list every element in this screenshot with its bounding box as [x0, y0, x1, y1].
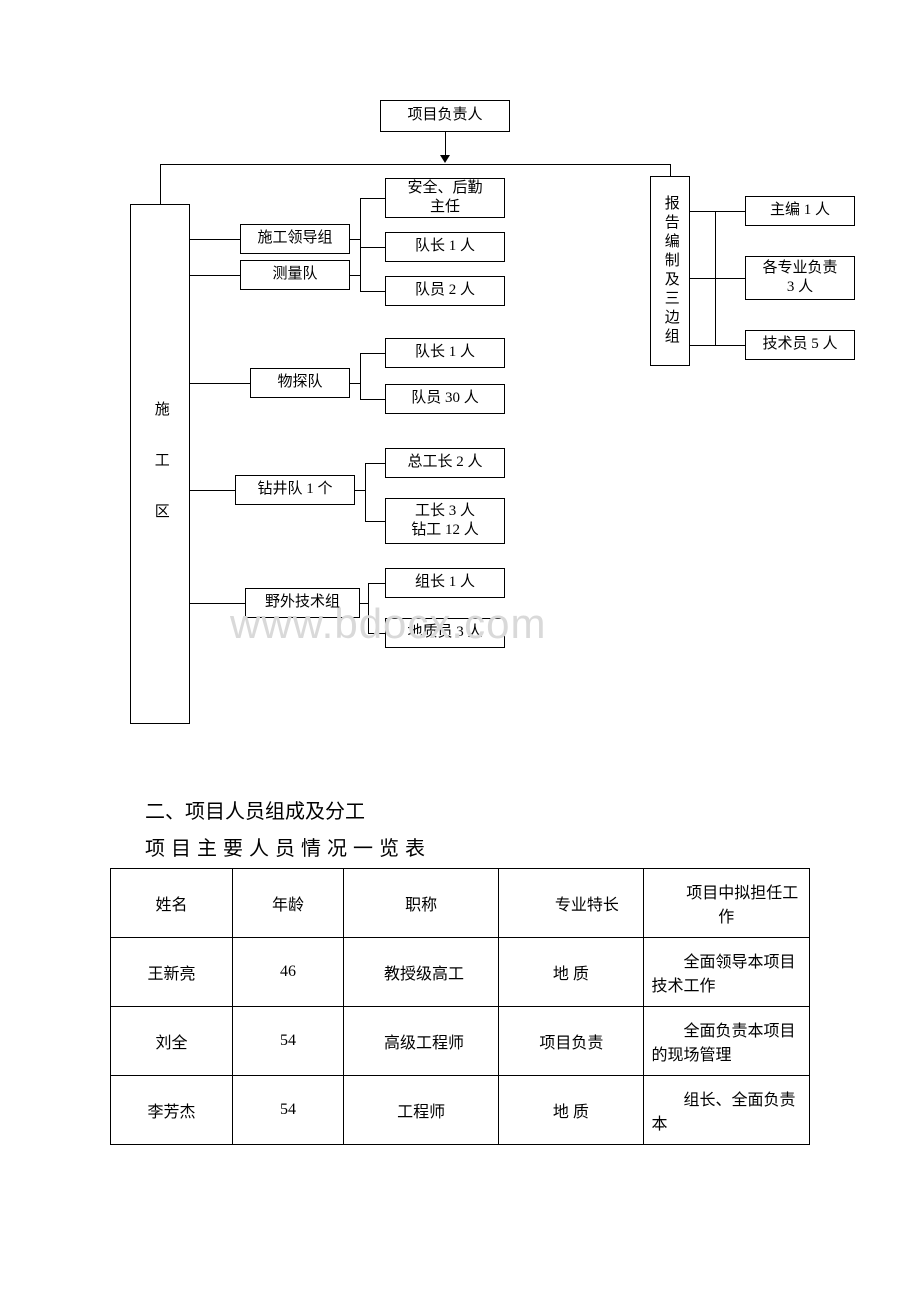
node-mem2: 队员 2 人 [385, 276, 505, 306]
edge [360, 353, 361, 399]
node-construction-area: 施 工 区 [130, 204, 190, 724]
cell-spec: 项目负责 [499, 1007, 643, 1076]
col-name: 姓名 [111, 869, 233, 938]
edge [190, 603, 245, 604]
edge [360, 291, 385, 292]
cell-role: 组长、全面负责本 [643, 1076, 809, 1145]
cell-spec: 地 质 [499, 1076, 643, 1145]
edge [690, 211, 745, 212]
org-chart: 项目负责人 施 工 区 施工领导组 测量队 物探队 钻井队 1 个 野外技术组 … [120, 100, 860, 750]
node-survey-team: 测量队 [240, 260, 350, 290]
edge [360, 353, 385, 354]
cell-role: 全面领导本项目技术工作 [643, 938, 809, 1007]
col-role: 项目中拟担任工作 [643, 869, 809, 938]
edge [160, 164, 161, 204]
personnel-table: 姓名 年龄 职称 专业特长 项目中拟担任工作 王新亮 46 教授级高工 地 质 … [110, 868, 810, 1145]
edge [690, 345, 745, 346]
heading-section-2: 二、项目人员组成及分工 [145, 795, 365, 824]
edge [360, 198, 361, 291]
edge [190, 383, 250, 384]
edge [190, 275, 240, 276]
node-tech: 技术员 5 人 [745, 330, 855, 360]
node-mem30: 队员 30 人 [385, 384, 505, 414]
node-editor: 主编 1 人 [745, 196, 855, 226]
table-row: 李芳杰 54 工程师 地 质 组长、全面负责本 [111, 1076, 810, 1145]
node-report-group: 报告编制及三边组 [650, 176, 690, 366]
edge [670, 164, 671, 176]
edge [360, 198, 385, 199]
edge [368, 633, 385, 634]
edge [190, 490, 235, 491]
table-header-row: 姓名 年龄 职称 专业特长 项目中拟担任工作 [111, 869, 810, 938]
node-cap1: 队长 1 人 [385, 232, 505, 262]
edge [365, 463, 385, 464]
edge [360, 603, 368, 604]
edge [350, 239, 360, 240]
label-construction-area: 施 工 区 [150, 401, 170, 528]
node-cap1b: 队长 1 人 [385, 338, 505, 368]
cell-age: 54 [233, 1076, 344, 1145]
node-root: 项目负责人 [380, 100, 510, 132]
cell-age: 46 [233, 938, 344, 1007]
edge [360, 399, 385, 400]
node-safety: 安全、后勤 主任 [385, 178, 505, 218]
node-geo3: 地质员 3 人 [385, 618, 505, 648]
edge [355, 490, 365, 491]
edge [360, 247, 385, 248]
node-drill: 工长 3 人 钻工 12 人 [385, 498, 505, 544]
arrow-icon [440, 155, 450, 163]
cell-title: 教授级高工 [343, 938, 498, 1007]
edge [160, 164, 670, 165]
col-age: 年龄 [233, 869, 344, 938]
heading-table-caption: 项目主要人员情况一览表 [145, 832, 431, 861]
cell-age: 54 [233, 1007, 344, 1076]
edge [368, 583, 385, 584]
edge [365, 463, 366, 521]
col-title: 职称 [343, 869, 498, 938]
node-field-tech: 野外技术组 [245, 588, 360, 618]
col-spec: 专业特长 [499, 869, 643, 938]
node-grp1: 组长 1 人 [385, 568, 505, 598]
node-drill-team: 钻井队 1 个 [235, 475, 355, 505]
edge [350, 383, 360, 384]
edge [715, 211, 716, 345]
node-geo-team: 物探队 [250, 368, 350, 398]
cell-name: 刘全 [111, 1007, 233, 1076]
edge [350, 275, 360, 276]
edge [190, 239, 240, 240]
cell-spec: 地 质 [499, 938, 643, 1007]
cell-role: 全面负责本项目的现场管理 [643, 1007, 809, 1076]
table-row: 王新亮 46 教授级高工 地 质 全面领导本项目技术工作 [111, 938, 810, 1007]
cell-name: 王新亮 [111, 938, 233, 1007]
edge [365, 521, 385, 522]
table-row: 刘全 54 高级工程师 项目负责 全面负责本项目的现场管理 [111, 1007, 810, 1076]
cell-name: 李芳杰 [111, 1076, 233, 1145]
cell-title: 高级工程师 [343, 1007, 498, 1076]
edge [690, 278, 745, 279]
node-chief2: 总工长 2 人 [385, 448, 505, 478]
cell-title: 工程师 [343, 1076, 498, 1145]
edge [368, 583, 369, 633]
node-spec: 各专业负责 3 人 [745, 256, 855, 300]
node-lead-group: 施工领导组 [240, 224, 350, 254]
